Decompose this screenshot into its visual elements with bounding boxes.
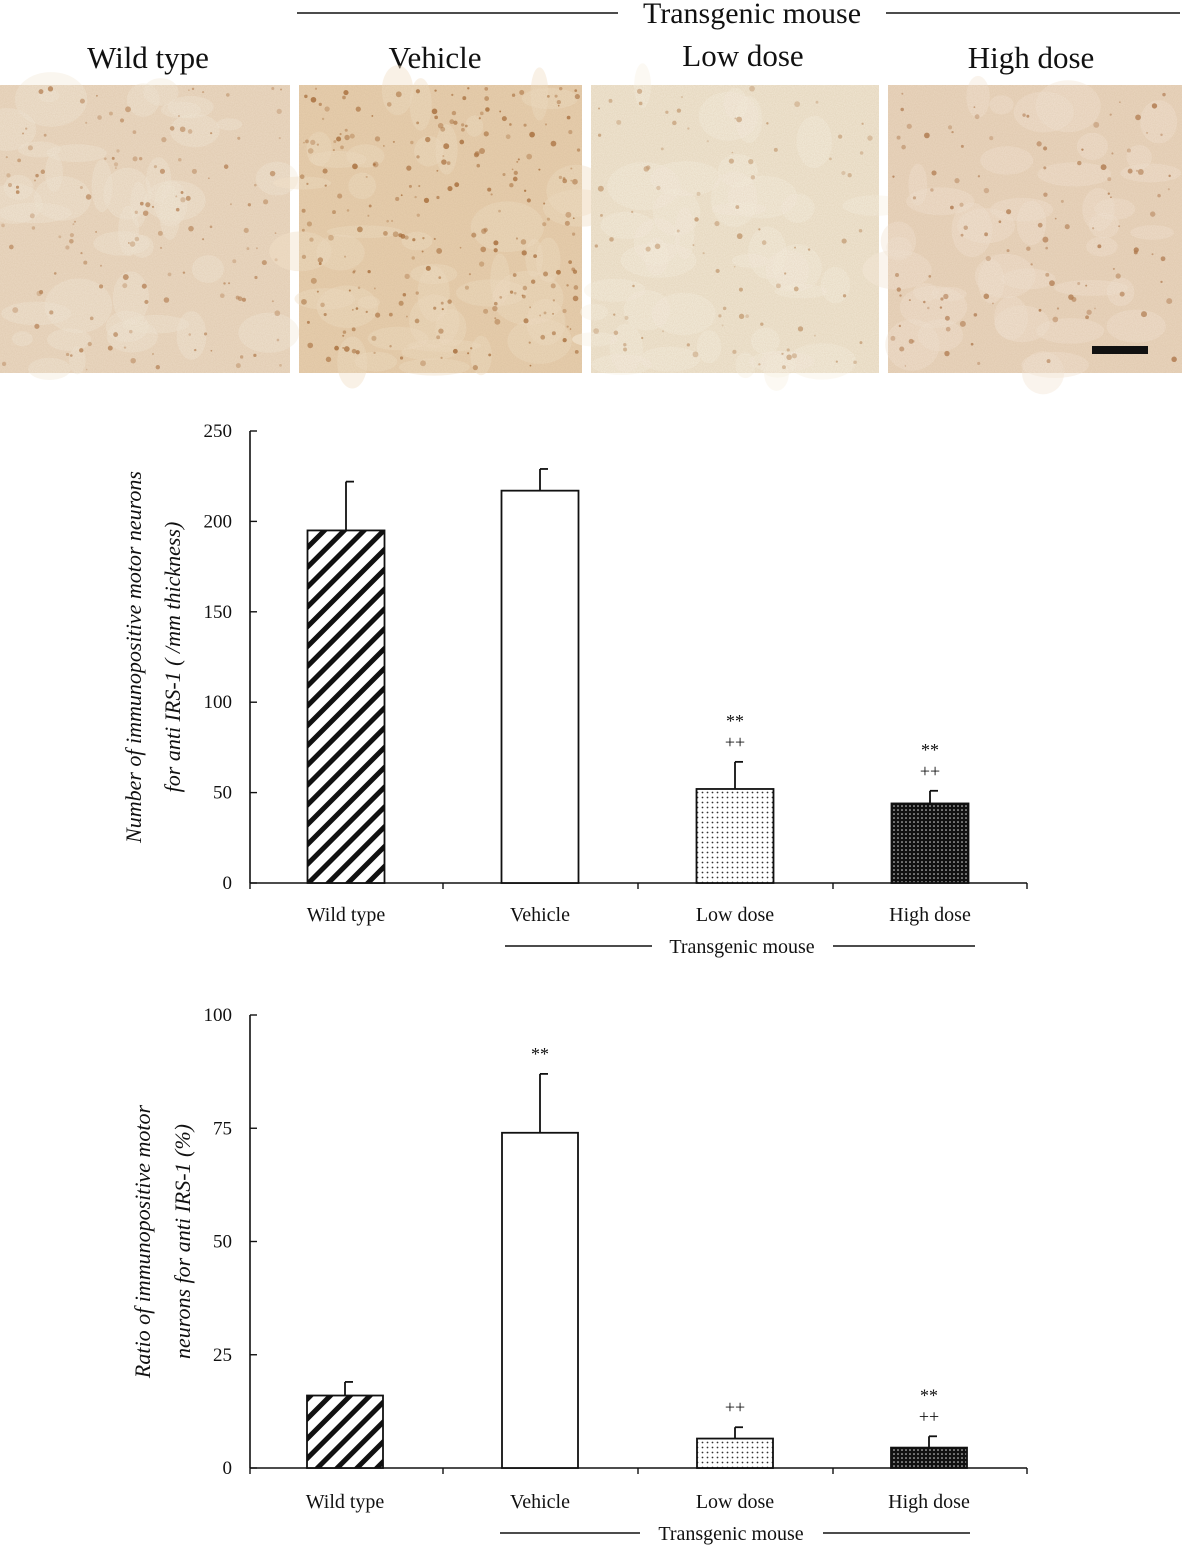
micrograph-low-dose — [571, 63, 907, 391]
panel-label-low-dose: Low dose — [682, 38, 803, 73]
y-tick-label: 75 — [213, 1118, 232, 1139]
group-label: Transgenic mouse — [658, 1523, 803, 1545]
x-tick-label-vehicle: Vehicle — [510, 904, 570, 926]
x-tick-label-wild-type: Wild type — [306, 1491, 385, 1513]
panel-label-vehicle: Vehicle — [389, 40, 482, 75]
significance-mark: ++ — [919, 1406, 939, 1426]
y-tick-label: 100 — [204, 692, 233, 713]
significance-mark: ** — [921, 740, 939, 760]
group-label: Transgenic mouse — [669, 936, 814, 958]
group-label: Transgenic mouse — [643, 0, 861, 30]
x-tick-label-vehicle: Vehicle — [510, 1491, 570, 1513]
y-tick-label: 150 — [204, 602, 233, 623]
y-tick-label: 25 — [213, 1345, 232, 1366]
bar-wild-type — [306, 1394, 384, 1469]
bar-wild-type — [306, 529, 386, 884]
y-tick-label: 250 — [204, 421, 233, 442]
significance-mark: ** — [920, 1385, 938, 1405]
scale-bar — [1092, 346, 1148, 354]
y-tick-label: 0 — [223, 1458, 233, 1479]
bar-high-dose — [890, 1446, 968, 1469]
micrograph-wild-type — [0, 72, 300, 380]
y-tick-label: 50 — [213, 1232, 232, 1253]
bar-vehicle — [500, 489, 580, 884]
chart-neuron-count: 0 50 100 150 200 250 Number of immunopositive … — [121, 421, 1028, 958]
bar-low-dose — [695, 788, 775, 884]
y-axis-label-line: for anti IRS-1 ( /mm thickness) — [160, 522, 185, 793]
micrograph-header: Transgenic mouse Wild type Vehicle Low d… — [87, 0, 1180, 75]
y-axis-label-line: neurons for anti IRS-1 (%) — [170, 1124, 195, 1359]
panel-label-wild-type: Wild type — [87, 40, 209, 75]
micrographs — [0, 63, 1182, 395]
x-tick-label-wild-type: Wild type — [307, 904, 386, 926]
y-axis-label-line: Ratio of immunopositive motor — [130, 1104, 155, 1379]
micrograph-high-dose — [862, 75, 1182, 395]
x-tick-label-high-dose: High dose — [889, 904, 971, 926]
significance-mark: ** — [531, 1044, 549, 1064]
x-tick-label-low-dose: Low dose — [696, 904, 774, 926]
x-tick-label-high-dose: High dose — [888, 1491, 970, 1513]
significance-mark: ** — [726, 711, 744, 731]
micrograph-vehicle — [269, 65, 617, 389]
y-tick-label: 100 — [204, 1005, 233, 1026]
y-tick-label: 200 — [204, 511, 233, 532]
y-tick-label: 50 — [213, 783, 232, 804]
x-tick-label-low-dose: Low dose — [696, 1491, 774, 1513]
panel-label-high-dose: High dose — [968, 40, 1095, 75]
significance-mark: ++ — [725, 1397, 745, 1417]
significance-mark: ++ — [725, 732, 745, 752]
y-tick-label: 0 — [223, 873, 233, 894]
chart-neuron-ratio: 0 25 50 75 100 Ratio of immunopositive motor n… — [130, 1005, 1028, 1545]
significance-mark: ++ — [920, 761, 940, 781]
bar-vehicle — [501, 1131, 579, 1469]
y-axis-label-line: Number of immunopositive motor neurons — [121, 471, 146, 844]
bar-high-dose — [890, 802, 970, 884]
bar-low-dose — [696, 1437, 774, 1469]
